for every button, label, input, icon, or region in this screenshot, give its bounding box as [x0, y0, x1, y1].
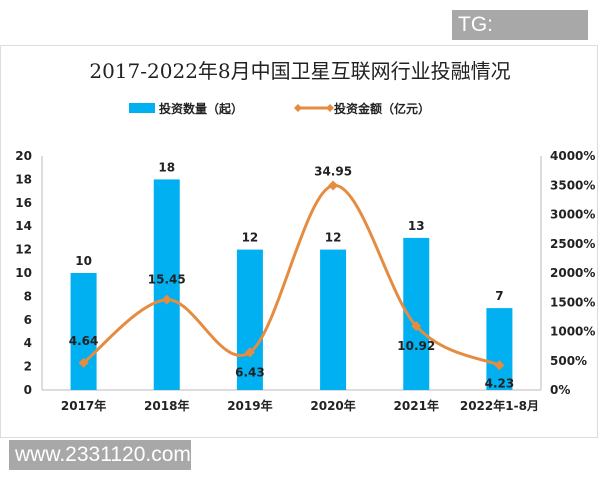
line-point-marker	[78, 357, 89, 368]
legend-swatch-bar	[129, 103, 155, 113]
y-left-tick-label: 4	[24, 336, 32, 350]
y-left-tick-label: 8	[24, 289, 32, 303]
y-left-tick-label: 2	[24, 360, 32, 374]
y-right-tick-label: 0%	[550, 383, 570, 397]
line-data-label: 4.64	[69, 334, 99, 348]
bar	[320, 249, 347, 390]
legend-label-bar: 投资数量（起）	[159, 101, 243, 116]
bar-data-label: 13	[408, 219, 425, 233]
watermark-top: TG: MYYJJPP	[452, 10, 588, 66]
bar-data-label: 7	[495, 289, 503, 303]
bar-data-label: 12	[242, 231, 259, 245]
line-series	[82, 184, 501, 367]
bar-data-label: 10	[75, 254, 92, 268]
y-left-tick-label: 18	[15, 172, 32, 186]
line-point-marker	[411, 321, 422, 332]
bar	[236, 249, 263, 390]
bar	[70, 273, 97, 390]
line-point-marker	[244, 347, 255, 358]
y-left-tick-label: 16	[15, 196, 32, 210]
x-tick-label: 2017年	[61, 398, 106, 413]
y-right-tick-label: 1000%	[550, 325, 595, 339]
chart-title: 2017-2022年8月中国卫星互联网行业投融情况	[89, 59, 510, 83]
legend-marker-icon	[294, 104, 334, 112]
line-data-label: 10.92	[397, 339, 435, 353]
y-right-tick-label: 3500%	[550, 178, 595, 192]
y-left-tick-label: 6	[24, 313, 32, 327]
line-data-label: 34.95	[314, 165, 352, 179]
line-data-label: 4.23	[485, 376, 515, 390]
y-left-tick-label: 10	[15, 266, 32, 280]
x-tick-label: 2018年	[144, 398, 189, 413]
watermark-bottom: www.2331120.com	[9, 440, 191, 470]
y-left-tick-label: 20	[15, 149, 32, 163]
y-right-tick-label: 2000%	[550, 266, 595, 280]
y-right-tick-label: 3000%	[550, 208, 595, 222]
bar	[486, 308, 513, 390]
y-left-tick-label: 12	[15, 243, 32, 257]
bar-data-label: 12	[325, 231, 342, 245]
x-tick-label: 2019年	[227, 398, 272, 413]
legend-label-line: 投资金额（亿元）	[334, 101, 430, 116]
line-point-marker	[328, 180, 339, 191]
y-left-tick-label: 14	[15, 219, 32, 233]
chart-frame	[0, 45, 598, 438]
line-data-label: 6.43	[235, 365, 265, 379]
legend: 投资数量（起） 投资金额（亿元）	[129, 101, 430, 116]
y-right-tick-label: 2500%	[550, 237, 595, 251]
y-right-tick-label: 4000%	[550, 149, 595, 163]
bar	[153, 179, 180, 390]
y-left-tick-label: 0	[24, 383, 32, 397]
line-point-marker	[161, 294, 172, 305]
y-right-tick-label: 1500%	[550, 295, 595, 309]
bar-data-label: 18	[158, 160, 175, 174]
x-tick-label: 2021年	[394, 398, 439, 413]
y-right-tick-label: 500%	[550, 354, 587, 368]
line-data-label: 15.45	[148, 273, 186, 287]
line-point-marker	[494, 360, 505, 371]
x-tick-label: 2020年	[310, 398, 355, 413]
x-tick-label: 2022年1-8月	[460, 398, 539, 413]
